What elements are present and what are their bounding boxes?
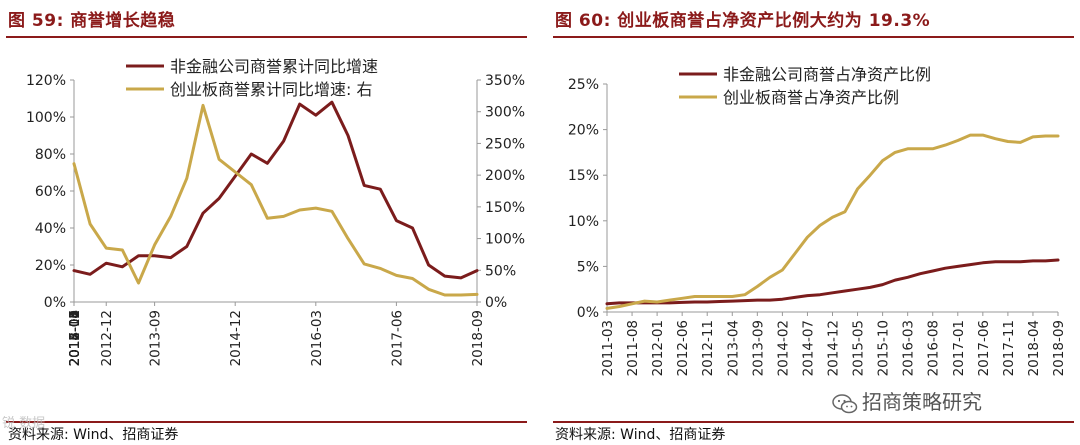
x-tick-label: 2014-02: [67, 310, 83, 366]
legend-label: 创业板商誉累计同比增速: 右: [170, 80, 372, 99]
y-tick-label: 80%: [35, 147, 66, 163]
right-title-rule: [553, 36, 1074, 38]
y-tick-label: 5%: [577, 259, 599, 275]
left-source-note: 资料来源: Wind、招商证券: [8, 427, 179, 443]
left-chart: 0% 20% 40% 60% 80% 100% 120% 0% 50% 100% 150% 200% 2…: [26, 57, 525, 366]
x-tick-label: 2018-09: [1051, 320, 1067, 376]
x-tick-label: 2014-12: [228, 310, 244, 366]
right-watermark-text: 招商策略研究: [862, 390, 982, 414]
x-tick-label: 2015-05: [851, 320, 867, 376]
series-line-1: [605, 258, 1060, 306]
x-tick-label: 2017-11: [1001, 320, 1017, 376]
y-tick-label: 20%: [35, 258, 66, 274]
x-tick-label: 2016-08: [67, 310, 83, 366]
x-tick-label: 2012-06: [67, 310, 83, 366]
y-right-tick-label: 0%: [485, 295, 507, 311]
x-tick-label: 2012-11: [700, 320, 716, 376]
x-tick-label: 2015-10: [67, 310, 83, 366]
x-tick-label: 2012-06: [675, 320, 691, 376]
wechat-icon: [832, 393, 858, 413]
x-tick-label: 2014-02: [775, 320, 791, 376]
y-right-tick-label: 300%: [485, 105, 525, 121]
left-watermark: 锐 数据: [2, 416, 46, 431]
legend-label: 非金融公司商誉占净资产比例: [723, 65, 931, 84]
y-right-tick-label: 350%: [485, 73, 525, 89]
x-tick-label: 2018-09: [470, 310, 486, 366]
x-tick-label: 2015-05: [67, 310, 83, 366]
y-tick-label: 40%: [35, 221, 66, 237]
x-tick-label: 2016-03: [901, 320, 917, 376]
right-source-rule: [553, 421, 1074, 423]
x-tick-label: 2014-12: [826, 320, 842, 376]
x-tick-label: 2018-04: [1026, 320, 1042, 376]
y-right-tick-label: 250%: [485, 136, 525, 152]
right-figure-panel: 图 60: 创业板商誉占净资产比例大约为 19.3% 0% 5% 10% 15% 20%…: [553, 0, 1074, 445]
y-tick-label: 100%: [26, 110, 66, 126]
x-tick-label: 2013-04: [67, 310, 83, 366]
y-tick-label: 120%: [26, 73, 66, 89]
x-tick-label: 2017-11: [67, 310, 83, 366]
series-line-2: [605, 133, 1060, 310]
y-right-tick-label: 100%: [485, 232, 525, 248]
y-tick-label: 0%: [44, 295, 66, 311]
right-source-note: 资料来源: Wind、招商证券: [555, 427, 726, 443]
x-tick-label: 2011-08: [625, 320, 641, 376]
right-chart: 0% 5% 10% 15% 20% 25% 2011-03 2011-08 2012-01 201…: [568, 65, 1067, 376]
left-figure-panel: 图 59: 商誉增长趋稳 0% 20% 40% 60% 80% 100% 120% 0% 50%…: [6, 0, 527, 445]
left-figure-title: 图 59: 商誉增长趋稳: [8, 11, 176, 31]
x-tick-label: 2013-09: [148, 310, 164, 366]
y-tick-label: 0%: [577, 305, 599, 321]
y-tick-label: 15%: [568, 168, 599, 184]
x-tick-label: 2014-07: [67, 310, 83, 366]
legend-label: 非金融公司商誉累计同比增速: [170, 57, 378, 76]
left-source-rule: [6, 421, 527, 423]
x-tick-label: 2013-04: [725, 320, 741, 376]
series-line-2: [72, 103, 479, 297]
x-tick-label: 2014-07: [800, 320, 816, 376]
x-tick-label: 2017-01: [67, 310, 83, 366]
x-tick-label: 2016-08: [926, 320, 942, 376]
x-tick-label: 2011-03: [600, 320, 616, 376]
x-tick-label: 2015-10: [876, 320, 892, 376]
right-watermark: 招商策略研究: [832, 386, 982, 415]
legend-label: 创业板商誉占净资产比例: [723, 88, 899, 107]
x-tick-label: 2018-04: [67, 310, 83, 366]
x-tick-label: 2016-03: [309, 310, 325, 366]
y-right-tick-label: 200%: [485, 168, 525, 184]
x-tick-label: 2012-12: [99, 310, 115, 366]
right-figure-title: 图 60: 创业板商誉占净资产比例大约为 19.3%: [555, 11, 931, 31]
y-tick-label: 20%: [568, 123, 599, 139]
x-tick-label: 2017-06: [976, 320, 992, 376]
x-tick-label: 2013-09: [750, 320, 766, 376]
y-right-tick-label: 150%: [485, 200, 525, 216]
y-tick-label: 60%: [35, 184, 66, 200]
series-line-1: [72, 100, 479, 280]
left-title-rule: [6, 36, 527, 38]
x-tick-label: 2017-01: [951, 320, 967, 376]
y-right-tick-label: 50%: [485, 263, 516, 279]
y-tick-label: 25%: [568, 77, 599, 93]
x-tick-label: 2012-01: [650, 320, 666, 376]
y-tick-label: 10%: [568, 214, 599, 230]
x-tick-label: 2017-06: [389, 310, 405, 366]
